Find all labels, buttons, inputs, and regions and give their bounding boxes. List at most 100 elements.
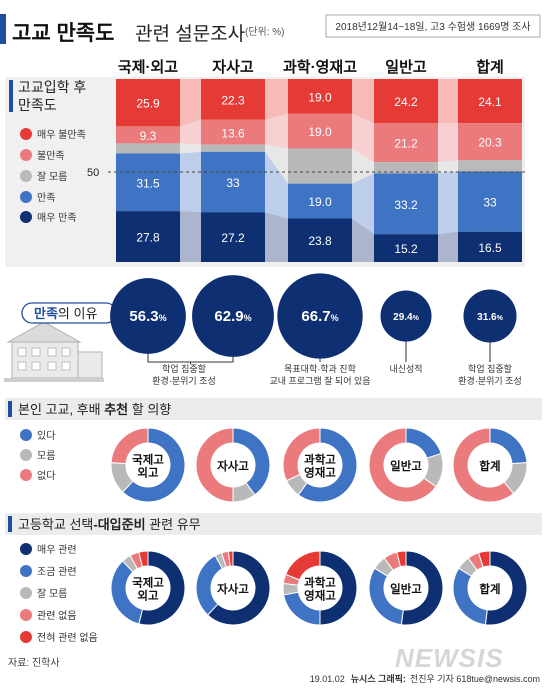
bar-4-segment-4 — [374, 173, 438, 235]
source-label: 자료: 진학사 — [8, 657, 60, 669]
band-1-3 — [180, 143, 201, 154]
bar-1-segment-4 — [116, 153, 180, 212]
reason-pct-1: % — [159, 313, 167, 323]
reason-bubble-4 — [380, 290, 432, 342]
band-3-4 — [352, 173, 374, 235]
relation-donut-4-label-1: 일반고 — [390, 582, 422, 596]
band-1-2 — [180, 119, 201, 145]
band-1-5 — [180, 211, 201, 262]
relation-donut-3-label-2: 영재고 — [304, 589, 336, 603]
bar-3-segment-4 — [288, 183, 352, 219]
bar-5-segment-3 — [458, 160, 522, 172]
bar-4-segment-2 — [374, 123, 438, 163]
credit-date: 19.01.02 — [310, 674, 345, 684]
recommend-donut-1-label-2: 외고 — [137, 466, 159, 480]
recommend-donut-2-hole — [211, 443, 255, 487]
bar-2-value-1: 22.3 — [221, 93, 245, 107]
bar-2-value-2: 13.6 — [221, 126, 245, 140]
recommend-donut-3-label-1: 과학고 — [304, 453, 336, 467]
section3-accent — [8, 516, 12, 532]
bar-3-value-1: 19.0 — [308, 90, 332, 104]
band-2-1 — [265, 79, 288, 120]
category-label-4: 일반고 — [385, 59, 427, 76]
legend2-swatch-2 — [20, 449, 32, 461]
reason-bubble-5 — [463, 289, 517, 343]
bar-2-segment-5 — [201, 212, 265, 262]
bar-3-value-5: 23.8 — [308, 234, 332, 248]
credit-name: 전진우 기자 618tue@newsis.com — [410, 674, 540, 684]
bar-3-segment-2 — [288, 113, 352, 149]
relation-donut-2-hole — [211, 566, 255, 610]
recommend-donut-5-hole — [468, 443, 512, 487]
legend1-swatch-5 — [20, 211, 32, 223]
section1-title-line2: 만족도 — [18, 97, 57, 113]
section2-title-bg — [5, 398, 542, 420]
relation-donut-3-hole — [298, 566, 342, 610]
legend3-label-4: 관련 없음 — [37, 609, 77, 622]
newsis-logo: NEWSIS — [395, 643, 504, 673]
recommend-donut-1-hole — [126, 443, 170, 487]
credit-line: 19.01.02 뉴시스 그래픽: 전진우 기자 618tue@newsis.com — [310, 673, 540, 684]
legend1-swatch-2 — [20, 149, 32, 161]
section3-title-b: 관련 유무 — [146, 517, 201, 532]
recommend-donut-1-label-1: 국제고 — [132, 453, 164, 467]
section2-accent — [8, 401, 12, 417]
section2-title-bold: 추천 — [104, 402, 128, 417]
bar-4-segment-5 — [374, 234, 438, 262]
section1-title-line1: 고교입학 후 — [18, 79, 86, 95]
section3-title-bold: -대입준비 — [93, 517, 145, 532]
reasons-title-rest: 의 이유 — [58, 306, 98, 321]
bar-2-value-5: 27.2 — [221, 231, 245, 245]
bar-5-segment-1 — [458, 79, 522, 124]
bar-4-value-2: 21.2 — [394, 137, 418, 151]
band-3-5 — [352, 218, 374, 262]
reason-value-2: 62.9% — [214, 308, 251, 325]
category-labels: 국제·외고 자사고 과학·영재고 일반고 합계 — [118, 58, 504, 76]
bar-1-segment-1 — [116, 79, 180, 127]
section3-title: 고등학교 선택-대입준비 관련 유무 — [18, 517, 201, 532]
band-1-1 — [180, 79, 201, 127]
title-accent-bar — [0, 14, 6, 44]
relation-donut-5-hole — [468, 566, 512, 610]
bar-5-segment-4 — [458, 171, 522, 232]
bar-2-segment-4 — [201, 151, 265, 213]
band-1-4 — [180, 151, 201, 213]
reason-pct-2: % — [244, 313, 252, 323]
legend1-swatch-1 — [20, 128, 32, 140]
reason-value-4: 29.4% — [393, 312, 419, 323]
legend3-label-5: 전혀 관련 없음 — [37, 631, 98, 644]
bar-2-segment-1 — [201, 79, 265, 120]
section2-title-a: 본인 고교, 후배 — [18, 402, 104, 417]
reason-value-5: 31.6% — [477, 312, 503, 323]
bar-4-segment-3 — [374, 162, 438, 174]
relation-donut-1-label-1: 국제고 — [132, 576, 164, 590]
legend3-swatch-5 — [20, 631, 32, 643]
bar-4-value-4: 33.2 — [394, 198, 418, 212]
bar-3-value-2: 19.0 — [308, 125, 332, 139]
legend2-label-1: 있다 — [37, 430, 55, 442]
bar-1-value-1: 25.9 — [136, 97, 160, 111]
band-4-5 — [438, 231, 458, 262]
bar-2-value-4: 33 — [226, 176, 240, 190]
band-3-3 — [352, 148, 374, 184]
reason-label-3: 내신성적 — [389, 363, 422, 374]
section2-title: 본인 고교, 후배 추천 할 의향 — [18, 402, 171, 417]
bar-2-segment-3 — [201, 144, 265, 152]
legend2-swatch-3 — [20, 469, 32, 481]
recommend-donut-5-label-1: 합계 — [479, 459, 500, 473]
bar-5-value-1: 24.1 — [478, 95, 502, 109]
title-bold: 고교 만족도 — [12, 22, 114, 45]
bar-3-segment-5 — [288, 218, 352, 262]
reasons-section: 만족의 이유 56.3% 62.9% 66.7% 29.4% 31.6% 학업 집중할 … — [4, 273, 522, 386]
bar-1-segment-2 — [116, 126, 180, 144]
bar-3-value-4: 19.0 — [308, 195, 332, 209]
band-4-2 — [438, 123, 458, 163]
relation-donut-4-hole — [384, 566, 428, 610]
section1-accent — [9, 80, 13, 112]
category-label-2: 자사고 — [212, 59, 254, 76]
credit-agency: 뉴시스 그래픽: — [351, 673, 406, 684]
